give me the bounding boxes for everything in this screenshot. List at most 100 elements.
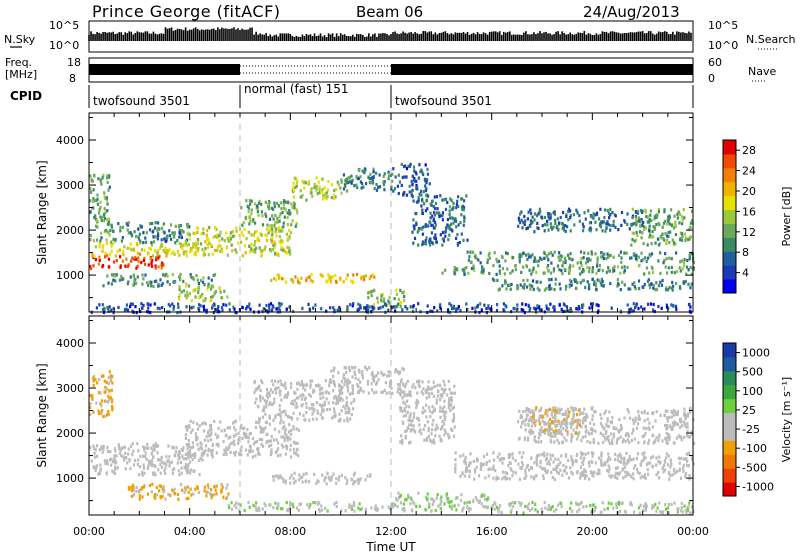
data-cell xyxy=(273,245,276,249)
data-cell xyxy=(114,467,117,471)
data-cell xyxy=(103,229,106,233)
data-cell xyxy=(136,243,139,247)
data-cell xyxy=(228,426,232,430)
data-cell xyxy=(543,454,546,458)
data-cell xyxy=(180,466,183,470)
data-cell xyxy=(125,222,128,226)
data-cell xyxy=(553,477,557,482)
data-cell xyxy=(98,242,101,246)
data-cell xyxy=(160,226,164,230)
data-cell xyxy=(89,210,92,214)
data-cell xyxy=(149,222,152,226)
data-cell xyxy=(673,423,676,427)
data-cell xyxy=(439,409,442,413)
data-cell xyxy=(520,307,523,312)
data-cell xyxy=(616,438,619,442)
data-cell xyxy=(197,291,200,295)
data-cell xyxy=(409,415,412,419)
data-cell xyxy=(150,284,153,288)
data-cell xyxy=(452,306,455,310)
data-cell xyxy=(520,460,524,464)
data-cell xyxy=(281,507,284,511)
data-cell xyxy=(614,474,617,478)
data-cell xyxy=(680,215,684,219)
data-cell xyxy=(590,427,593,431)
data-cell xyxy=(252,503,255,507)
data-cell xyxy=(584,425,587,429)
data-cell xyxy=(207,429,210,433)
data-cell xyxy=(434,223,437,227)
data-cell xyxy=(598,456,601,460)
data-cell xyxy=(588,266,591,270)
data-cell xyxy=(308,418,311,422)
data-cell xyxy=(112,311,115,315)
data-cell xyxy=(548,462,551,466)
data-cell xyxy=(178,231,181,235)
data-cell xyxy=(167,492,170,496)
data-cell xyxy=(174,224,177,228)
data-cell xyxy=(356,185,359,190)
data-cell xyxy=(215,492,218,496)
data-cell xyxy=(538,305,541,309)
data-cell xyxy=(408,190,411,194)
data-cell xyxy=(109,450,112,454)
data-cell xyxy=(91,206,94,210)
data-cell xyxy=(229,435,232,439)
data-cell xyxy=(657,471,660,475)
data-cell xyxy=(251,455,254,459)
data-cell xyxy=(278,274,281,278)
data-cell xyxy=(130,248,133,252)
data-cell xyxy=(368,290,371,294)
data-cell xyxy=(558,411,561,415)
data-cell xyxy=(312,501,315,505)
data-cell xyxy=(609,457,612,461)
data-cell xyxy=(262,408,265,412)
noise-left-tick-bottom: 10^0 xyxy=(49,39,79,52)
data-cell xyxy=(107,410,110,414)
data-cell xyxy=(652,308,655,312)
data-cell xyxy=(665,257,668,261)
data-cell xyxy=(602,257,605,261)
data-cell xyxy=(357,302,360,306)
data-cell xyxy=(642,458,645,462)
data-cell xyxy=(466,505,469,509)
data-cell xyxy=(274,278,278,282)
data-cell xyxy=(631,231,634,235)
data-cell xyxy=(546,452,549,456)
data-cell xyxy=(146,466,149,471)
data-cell xyxy=(219,290,222,294)
data-cell xyxy=(290,401,293,405)
data-cell xyxy=(289,415,292,419)
data-cell xyxy=(426,178,429,182)
data-cell xyxy=(649,209,652,213)
data-cell xyxy=(540,215,543,219)
data-cell xyxy=(280,507,283,511)
data-cell xyxy=(644,456,647,460)
data-cell xyxy=(394,370,397,374)
data-cell xyxy=(380,390,383,394)
data-cell xyxy=(636,233,639,237)
data-cell xyxy=(93,455,96,459)
data-cell xyxy=(603,461,606,465)
data-cell xyxy=(550,271,553,275)
data-cell xyxy=(207,282,210,286)
data-cell xyxy=(125,303,128,307)
data-cell xyxy=(89,265,92,269)
data-cell xyxy=(626,303,629,307)
noise-left-tick-top: 10^5 xyxy=(49,19,79,32)
data-cell xyxy=(282,202,286,206)
data-cell xyxy=(519,425,523,429)
data-cell xyxy=(129,247,132,251)
data-cell xyxy=(401,291,404,295)
data-cell xyxy=(321,187,324,192)
data-cell xyxy=(665,286,668,290)
data-cell xyxy=(441,211,445,215)
data-cell xyxy=(219,420,222,424)
data-cell xyxy=(282,277,285,281)
data-cell xyxy=(651,229,654,234)
data-cell xyxy=(512,256,515,260)
data-cell xyxy=(282,225,285,229)
data-cell xyxy=(678,221,681,225)
data-cell xyxy=(232,305,235,309)
data-cell xyxy=(273,205,276,209)
